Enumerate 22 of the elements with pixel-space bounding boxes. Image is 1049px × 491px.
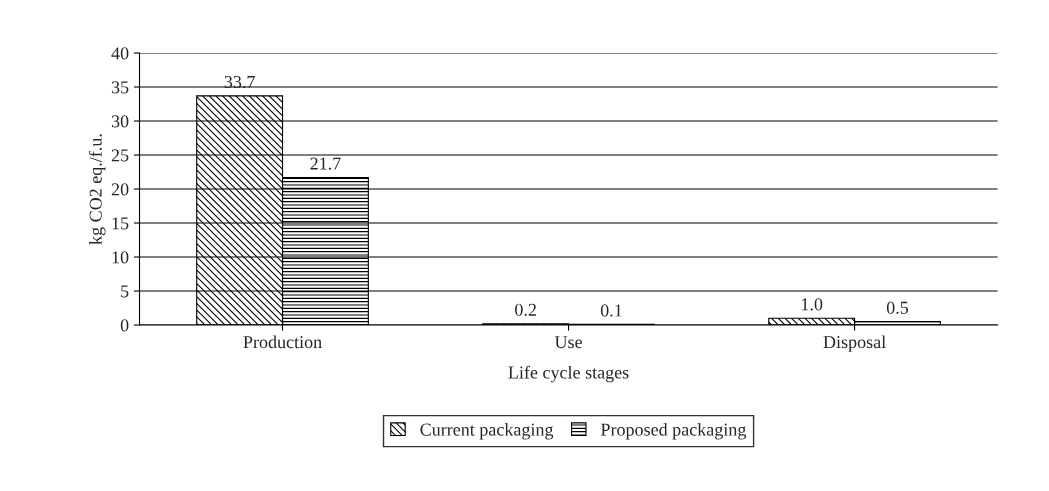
y-tick-label: 5 (121, 285, 129, 298)
legend-label: Current packaging (420, 423, 554, 440)
y-tick-label: 30 (111, 115, 129, 128)
legend-label: Proposed packaging (600, 423, 747, 440)
data-label: 0.5 (886, 301, 909, 314)
data-label: 0.1 (600, 304, 622, 317)
data-label: 21.7 (310, 157, 341, 170)
data-label: 1.0 (801, 298, 823, 311)
data-label: 0.2 (515, 303, 536, 316)
y-tick-label: 15 (112, 217, 129, 230)
x-axis-title: Life cycle stages (508, 365, 629, 383)
x-tick-label: Production (243, 335, 322, 349)
x-tick-label: Use (554, 336, 582, 349)
x-tick-label: Disposal (823, 335, 886, 352)
y-tick-label: 25 (111, 149, 129, 162)
y-tick-label: 35 (111, 81, 129, 94)
y-axis-title: kg CO2 eq./f.u. (88, 134, 106, 245)
y-tick-label: 40 (111, 47, 129, 60)
y-tick-label: 10 (112, 251, 129, 264)
data-label: 33.7 (224, 75, 255, 89)
y-tick-label: 20 (111, 183, 129, 196)
y-tick-label: 0 (120, 319, 129, 332)
